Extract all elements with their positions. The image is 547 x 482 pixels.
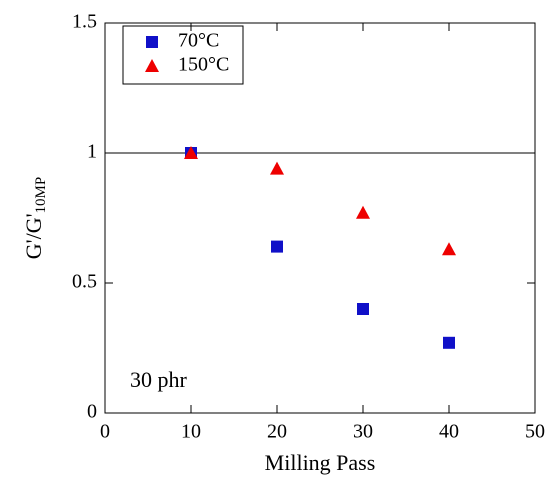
legend-box — [122, 25, 244, 85]
y-tick-label: 0 — [87, 401, 97, 423]
y-tick-label: 1 — [87, 141, 97, 163]
y-tick-label: 1.5 — [72, 11, 97, 33]
x-axis-label: Milling Pass — [265, 450, 376, 475]
y-label-main: G'/G' — [21, 213, 46, 259]
x-tick-label: 50 — [525, 421, 545, 443]
triangle-marker — [145, 59, 159, 72]
x-tick-label: 0 — [100, 421, 110, 443]
x-tick-label: 10 — [181, 421, 201, 443]
x-tick-label: 20 — [267, 421, 287, 443]
x-tick-label: 40 — [439, 421, 459, 443]
annotation: 30 phr — [130, 367, 188, 392]
legend-label: 70°C — [178, 30, 219, 52]
square-marker — [271, 240, 283, 253]
y-axis-label: G'/G'10MP — [21, 177, 49, 260]
legend-label: 150°C — [178, 54, 229, 76]
triangle-marker — [442, 242, 456, 256]
square-marker — [443, 336, 455, 349]
y-label-sub: 10MP — [33, 177, 49, 214]
triangle-marker — [356, 205, 370, 219]
square-marker — [357, 303, 369, 315]
square-marker — [146, 36, 158, 48]
triangle-marker — [270, 161, 284, 175]
x-tick-label: 30 — [353, 421, 373, 443]
y-tick-label: 0.5 — [72, 271, 97, 293]
plot-frame — [104, 22, 536, 414]
triangle-marker — [184, 146, 198, 159]
